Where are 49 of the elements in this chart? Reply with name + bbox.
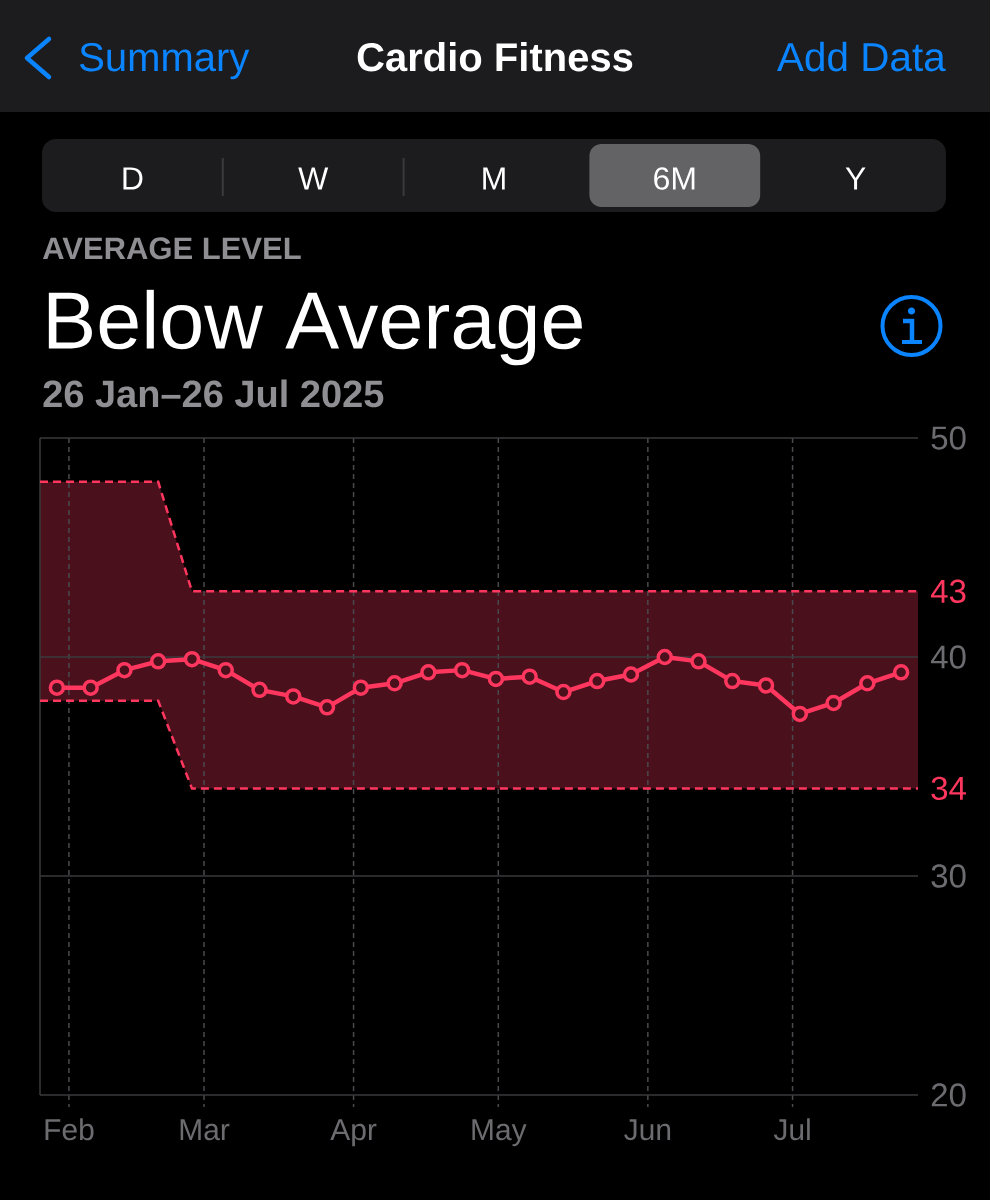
point: [690, 653, 707, 670]
point: [116, 661, 133, 679]
chart-title: Cardio Fitness: [357, 42, 633, 72]
text: Summary: [80, 43, 250, 80]
x-tick-label: Mar: [180, 1119, 230, 1141]
point: [859, 675, 876, 692]
y-tick-label: 20: [931, 1083, 966, 1107]
point: [318, 699, 336, 716]
point: [487, 670, 505, 688]
x-tick-label: May: [472, 1119, 527, 1147]
text: Y: [845, 167, 866, 190]
point: [420, 664, 437, 681]
point: [217, 661, 234, 679]
point: [48, 679, 66, 696]
text: Add Data: [777, 41, 946, 72]
text: W: [298, 167, 329, 190]
point: [521, 668, 538, 685]
point: [825, 694, 842, 712]
text: AVERAGE LEVEL: [42, 237, 301, 260]
y-tick-label: 50: [931, 426, 966, 450]
annotation: 43: [930, 579, 966, 603]
y-tick-label: 30: [931, 864, 966, 888]
point: [285, 688, 302, 705]
x-tick-label: Feb: [45, 1118, 94, 1141]
point: [656, 648, 673, 666]
x-tick-label: Jun: [624, 1119, 671, 1141]
text: 6M: [654, 167, 695, 190]
point: [555, 683, 572, 701]
point: [622, 666, 640, 683]
point: [588, 672, 606, 690]
text: M: [483, 167, 505, 190]
point: [183, 650, 201, 668]
point: [386, 675, 403, 692]
text: Below Average: [48, 289, 582, 366]
text: D: [123, 167, 143, 190]
point: [82, 679, 99, 696]
annotation: 34: [931, 776, 966, 801]
point: [453, 661, 471, 679]
x-tick-label: Jul: [773, 1118, 810, 1141]
y-tick-label: 40: [930, 645, 966, 669]
point: [352, 679, 370, 696]
point: [251, 681, 268, 699]
chart-subtitle: 26 Jan–26 Jul 2025: [43, 379, 384, 408]
point: [149, 653, 167, 670]
point: [892, 664, 910, 681]
x-tick-label: Apr: [330, 1119, 377, 1147]
point: [791, 705, 809, 723]
point: [724, 672, 741, 690]
point: [757, 677, 775, 694]
